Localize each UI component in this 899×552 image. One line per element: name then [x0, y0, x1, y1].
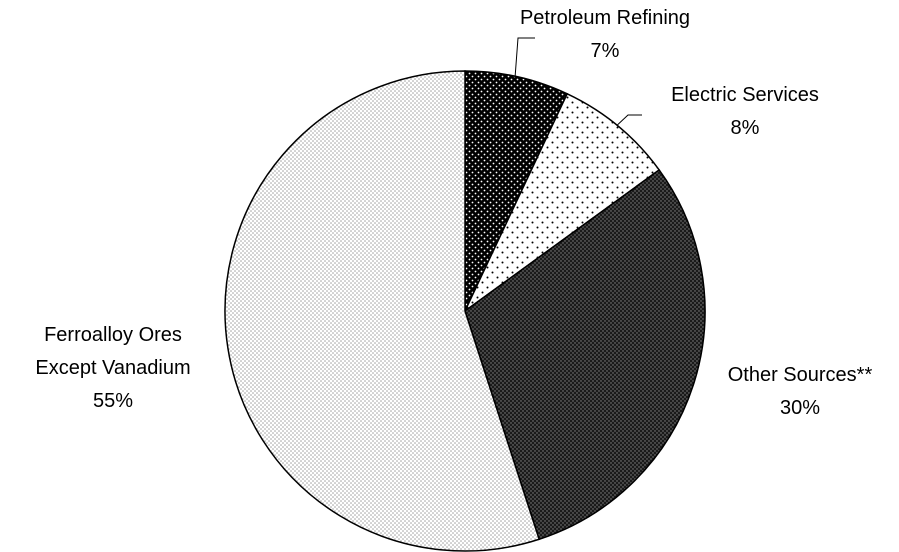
value-label: 7% — [590, 40, 620, 62]
pie-slice — [224, 70, 541, 552]
slice-label: Electric Services 8% — [645, 79, 845, 145]
category-label: Electric Services — [671, 84, 819, 106]
slice-label: Petroleum Refining 7% — [505, 2, 705, 68]
leader-line — [514, 37, 535, 79]
category-label: Ferroalloy Ores Except Vanadium — [35, 324, 191, 379]
pie-slice — [464, 70, 569, 312]
category-label: Petroleum Refining — [519, 7, 691, 29]
pie-slice — [464, 92, 661, 312]
value-label: 55% — [92, 390, 134, 412]
pie-slice — [464, 168, 706, 541]
category-label: Other Sources** — [727, 364, 873, 386]
slice-label: Other Sources** 30% — [700, 359, 899, 425]
slice-label: Ferroalloy Ores Except Vanadium 55% — [26, 319, 201, 418]
value-label: 30% — [779, 397, 821, 419]
value-label: 8% — [730, 117, 760, 139]
